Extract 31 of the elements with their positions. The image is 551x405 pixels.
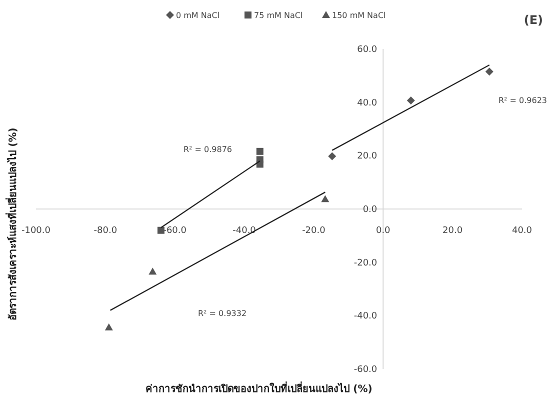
x-axis-title: ค่าการชักนำการเปิดของปากใบที่เปลี่ยนแปลงไป (%)	[146, 381, 372, 395]
y-tick-label: 60.0	[357, 45, 378, 55]
x-tick-label: 20.0	[442, 226, 463, 236]
y-tick-label: 0.0	[362, 205, 378, 215]
x-tick-label: -40.0	[232, 226, 256, 236]
point	[148, 268, 157, 275]
annotation: R² = 0.9876	[183, 145, 232, 154]
y-tick-label: 20.0	[357, 152, 378, 162]
y-tick-label: 40.0	[357, 98, 378, 108]
legend-label: 0 mM NaCl	[176, 11, 220, 20]
point	[104, 323, 113, 330]
y-tick-label: -20.0	[354, 258, 378, 268]
text: (E)	[524, 13, 543, 27]
legend-label: 75 mM NaCl	[254, 11, 303, 20]
annotation: R² = 0.9332	[198, 309, 247, 318]
point	[406, 96, 415, 104]
annotation: R² = 0.9623	[498, 96, 547, 105]
x-tick-label: 40.0	[512, 226, 532, 236]
point	[328, 152, 336, 160]
point	[485, 68, 494, 76]
x-tick-label: -20.0	[302, 226, 326, 236]
y-tick-label: -60.0	[354, 365, 378, 375]
point	[321, 195, 330, 202]
x-tick-label: 0.0	[376, 226, 391, 236]
y-tick-label: -40.0	[354, 312, 378, 322]
x-tick-label: -80.0	[94, 226, 118, 236]
legend-label: 150 mM NaCl	[332, 11, 386, 20]
point	[157, 226, 164, 234]
y-axis-title: อัตราการสังเคราะห์แสงที่เปลี่ยนแปลงไป (%)	[5, 128, 19, 320]
point	[256, 148, 264, 155]
x-tick-label: -100.0	[21, 226, 51, 236]
